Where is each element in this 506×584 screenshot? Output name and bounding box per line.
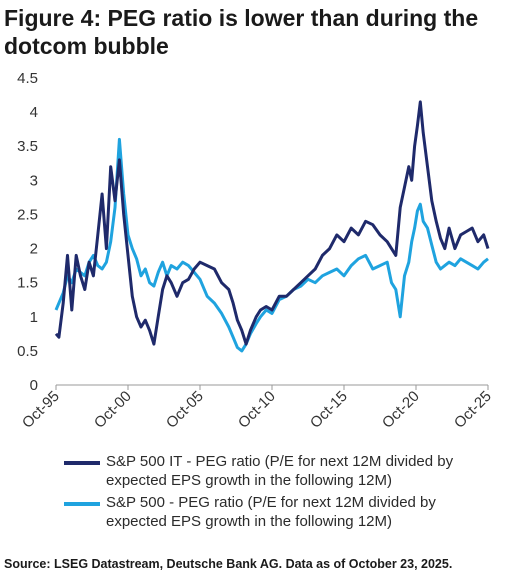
legend-item-sp500: S&P 500 - PEG ratio (P/E for next 12M di… (64, 493, 496, 531)
y-tick-label: 1.5 (17, 275, 38, 292)
x-tick-label: Oct-00 (91, 388, 135, 432)
y-tick-label: 1 (30, 309, 38, 326)
legend-swatch-it (64, 461, 100, 465)
series-line-sp500-it (54, 100, 490, 346)
legend-swatch-sp500 (64, 502, 100, 506)
x-tick-label: Oct-10 (235, 388, 279, 432)
y-tick-label: 2 (30, 241, 38, 258)
x-tick-label: Oct-95 (19, 388, 63, 432)
x-tick-label: Oct-25 (451, 388, 495, 432)
legend: S&P 500 IT - PEG ratio (P/E for next 12M… (64, 452, 496, 534)
series-lines (54, 100, 490, 353)
y-tick-label: 4 (30, 104, 38, 121)
source-note: Source: LSEG Datastream, Deutsche Bank A… (4, 557, 453, 571)
series-line-sp500 (54, 137, 489, 353)
legend-label-sp500: S&P 500 - PEG ratio (P/E for next 12M di… (106, 494, 436, 530)
x-tick-label: Oct-15 (307, 388, 351, 432)
x-tick-label: Oct-05 (163, 388, 207, 432)
x-tick-label: Oct-20 (379, 388, 423, 432)
y-tick-label: 4.5 (17, 70, 38, 87)
y-tick-label: 2.5 (17, 206, 38, 223)
y-tick-label: 0.5 (17, 343, 38, 360)
y-tick-label: 3 (30, 172, 38, 189)
y-tick-label: 0 (30, 377, 38, 394)
y-axis: 0 0.5 1 1.5 2 2.5 3 3.5 4 4.5 (17, 70, 38, 394)
x-axis: Oct-95 Oct-00 Oct-05 Oct-10 Oct-15 Oct-20 Oct-… (19, 384, 495, 432)
peg-line-chart: 00.511.522.533.544.5 Oct-95 Oct-00 Oct-05 O… (17, 70, 495, 432)
legend-label-it: S&P 500 IT - PEG ratio (P/E for next 12M… (106, 453, 454, 489)
chart-title: Figure 4: PEG ratio is lower than during… (4, 5, 479, 59)
y-tick-label: 3.5 (17, 138, 38, 155)
legend-item-it: S&P 500 IT - PEG ratio (P/E for next 12M… (64, 452, 496, 490)
